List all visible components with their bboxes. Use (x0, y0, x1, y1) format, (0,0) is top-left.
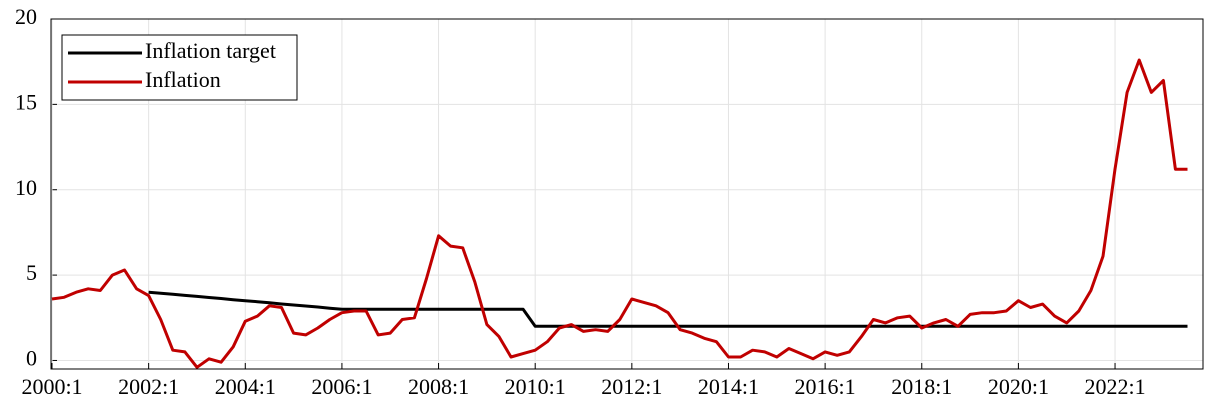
y-tick-label: 5 (26, 260, 37, 285)
y-tick-label: 10 (15, 175, 37, 200)
y-tick-label: 0 (26, 346, 37, 371)
x-tick-label: 2006:1 (311, 374, 372, 399)
x-tick-label: 2008:1 (408, 374, 469, 399)
legend-label: Inflation (145, 67, 221, 92)
line-series (51, 58, 1188, 369)
x-tick-label: 2018:1 (891, 374, 952, 399)
x-tick-label: 2000:1 (21, 374, 82, 399)
legend-box (61, 34, 298, 101)
y-tick-label: 15 (15, 89, 37, 114)
x-tick-label: 2016:1 (795, 374, 856, 399)
y-tick-label: 20 (15, 4, 37, 29)
plot-frame (50, 18, 1204, 370)
x-tick-label: 2022:1 (1084, 374, 1145, 399)
x-tick-label: 2014:1 (698, 374, 759, 399)
x-tick-label: 2020:1 (988, 374, 1049, 399)
x-tick-label: 2012:1 (601, 374, 662, 399)
legend-label: Inflation target (145, 38, 276, 63)
x-tick-label: 2004:1 (215, 374, 276, 399)
line-series (148, 290, 1188, 328)
x-tick-label: 2010:1 (505, 374, 566, 399)
x-tick-label: 2002:1 (118, 374, 179, 399)
